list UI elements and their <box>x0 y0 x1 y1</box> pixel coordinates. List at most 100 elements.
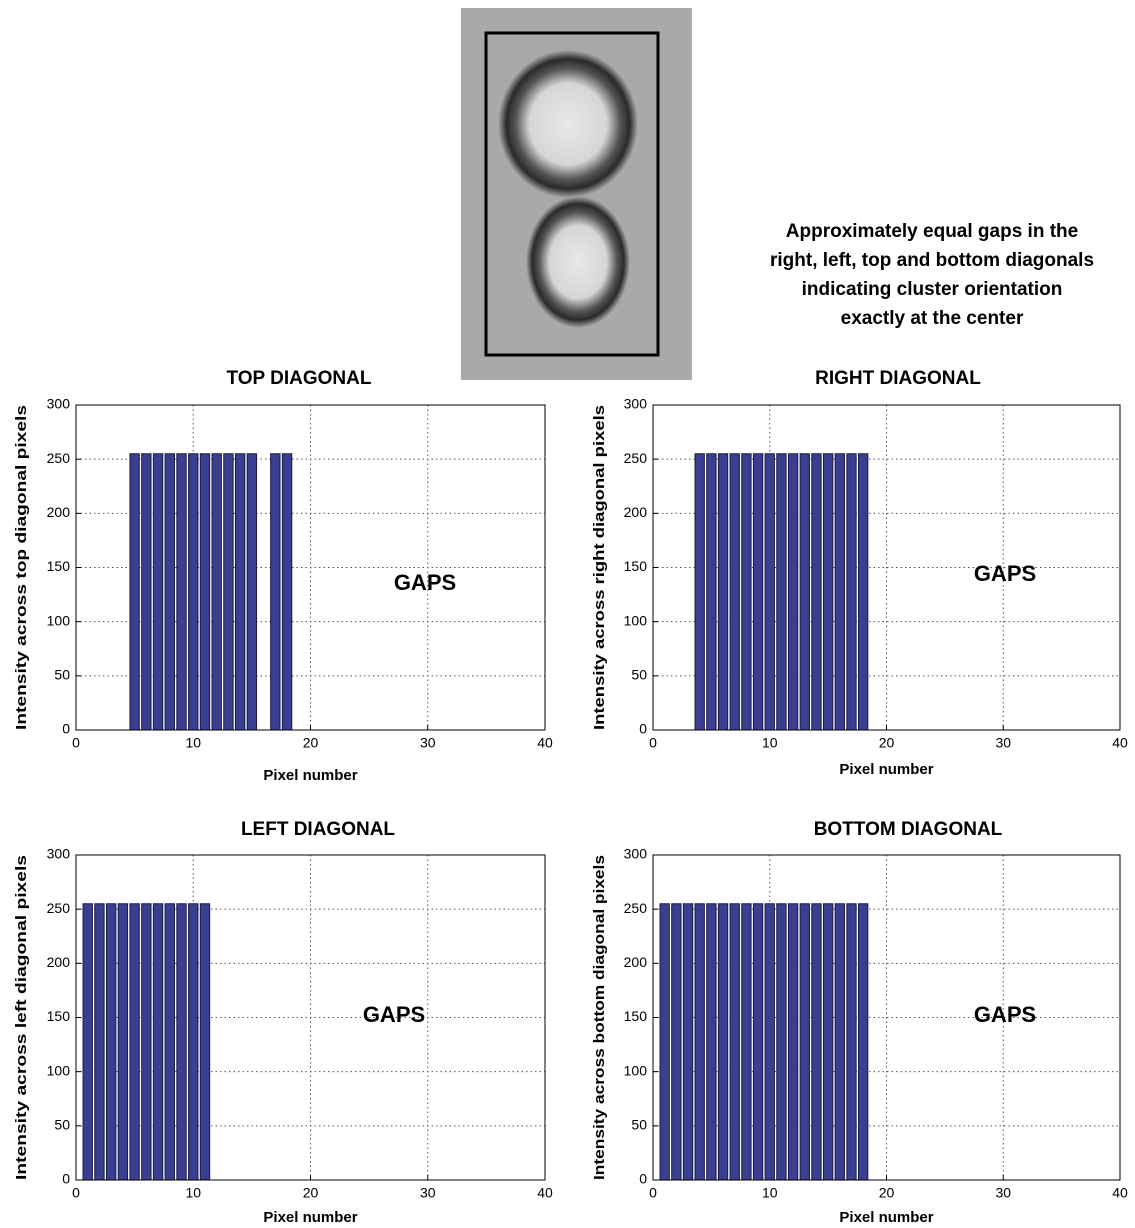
annotation: GAPS <box>974 1002 1036 1027</box>
y-tick-label: 300 <box>47 846 71 862</box>
bar <box>199 903 211 1181</box>
bar <box>234 453 246 731</box>
bar <box>117 903 129 1181</box>
x-tick-label: 20 <box>879 1185 895 1201</box>
chart: 0 50 100 150 200 250 300 0 10 20 30 40 RIGHT DIAGONA… <box>591 368 1128 778</box>
bar <box>188 903 199 1181</box>
annotation: GAPS <box>974 561 1036 586</box>
chart: 0 50 100 150 200 250 300 0 10 20 30 40 LEFT DIAGONAL… <box>13 819 553 1226</box>
bar <box>741 903 752 1181</box>
y-tick-label: 300 <box>624 846 648 862</box>
bar <box>764 453 775 731</box>
bar <box>729 453 740 731</box>
y-tick-label: 150 <box>47 1008 71 1024</box>
y-tick-label: 250 <box>47 450 71 466</box>
y-tick-label: 0 <box>62 721 70 737</box>
x-tick-label: 20 <box>303 735 319 751</box>
x-tick-label: 0 <box>649 735 657 751</box>
x-tick-label: 10 <box>762 735 778 751</box>
chart-title: RIGHT DIAGONAL <box>815 368 981 389</box>
bar <box>717 453 729 731</box>
y-tick-label: 250 <box>624 900 648 916</box>
note-line: right, left, top and bottom diagonals <box>770 250 1094 271</box>
bar <box>141 903 152 1181</box>
y-tick-label: 50 <box>631 667 647 683</box>
bar <box>105 903 117 1181</box>
y-tick-label: 250 <box>624 450 648 466</box>
y-tick-label: 0 <box>639 1171 647 1187</box>
y-tick-label: 200 <box>47 954 71 970</box>
bar <box>857 903 869 1181</box>
bar <box>199 453 211 731</box>
bar <box>223 453 234 731</box>
y-axis-label: Intensity across left diagonal pixels <box>13 855 30 1180</box>
bar <box>834 903 845 1181</box>
y-tick-label: 50 <box>54 1117 70 1133</box>
bar <box>129 453 140 731</box>
bar <box>152 453 164 731</box>
x-tick-label: 20 <box>303 1185 319 1201</box>
y-tick-label: 100 <box>624 1062 648 1078</box>
y-tick-label: 250 <box>47 900 71 916</box>
bar <box>706 903 717 1181</box>
y-tick-label: 0 <box>639 721 647 737</box>
bar <box>152 903 164 1181</box>
bounding-box <box>484 31 660 357</box>
bar <box>776 453 787 731</box>
plot-frame <box>75 854 546 1181</box>
bar <box>270 453 281 731</box>
bar <box>834 453 845 731</box>
x-tick-label: 40 <box>537 735 553 751</box>
bar <box>188 453 199 731</box>
bar <box>822 453 834 731</box>
x-tick-label: 20 <box>879 735 895 751</box>
bar <box>671 903 682 1181</box>
x-tick-label: 40 <box>537 1185 553 1201</box>
bar <box>82 903 93 1181</box>
y-tick-label: 100 <box>47 1062 71 1078</box>
bar <box>752 903 764 1181</box>
plot-frame <box>652 404 1121 731</box>
bar <box>164 453 175 731</box>
bar <box>141 453 152 731</box>
x-axis-label: Pixel number <box>839 761 933 778</box>
bar <box>776 903 787 1181</box>
bar <box>281 453 293 731</box>
y-tick-label: 100 <box>624 612 648 628</box>
bar <box>176 453 187 731</box>
bar <box>846 903 857 1181</box>
x-tick-label: 30 <box>995 735 1011 751</box>
y-tick-label: 50 <box>631 1117 647 1133</box>
bar <box>682 903 694 1181</box>
x-tick-label: 10 <box>762 1185 778 1201</box>
y-tick-label: 150 <box>624 558 648 574</box>
bar <box>811 453 822 731</box>
bar <box>729 903 740 1181</box>
bar <box>694 453 705 731</box>
bar <box>846 453 857 731</box>
annotation: GAPS <box>394 570 456 595</box>
plot-frame <box>652 854 1121 1181</box>
bar <box>176 903 187 1181</box>
y-tick-label: 150 <box>47 558 71 574</box>
chart: 0 50 100 150 200 250 300 0 10 20 30 40 TOP DIAGONAL P… <box>13 368 553 784</box>
y-tick-label: 300 <box>47 396 71 412</box>
x-axis-label: Pixel number <box>263 767 357 784</box>
x-tick-label: 40 <box>1112 735 1128 751</box>
annotation: GAPS <box>363 1002 425 1027</box>
y-tick-label: 200 <box>624 504 648 520</box>
bar <box>799 453 810 731</box>
note-line: exactly at the center <box>841 308 1024 329</box>
bar <box>717 903 729 1181</box>
x-axis-label: Pixel number <box>839 1209 933 1226</box>
y-tick-label: 0 <box>62 1171 70 1187</box>
cell <box>498 50 638 198</box>
bar <box>706 453 717 731</box>
note-line: indicating cluster orientation <box>802 279 1063 300</box>
bar <box>764 903 775 1181</box>
y-axis-label: Intensity across bottom diagonal pixels <box>591 855 608 1180</box>
x-tick-label: 0 <box>72 1185 80 1201</box>
x-tick-label: 0 <box>72 735 80 751</box>
